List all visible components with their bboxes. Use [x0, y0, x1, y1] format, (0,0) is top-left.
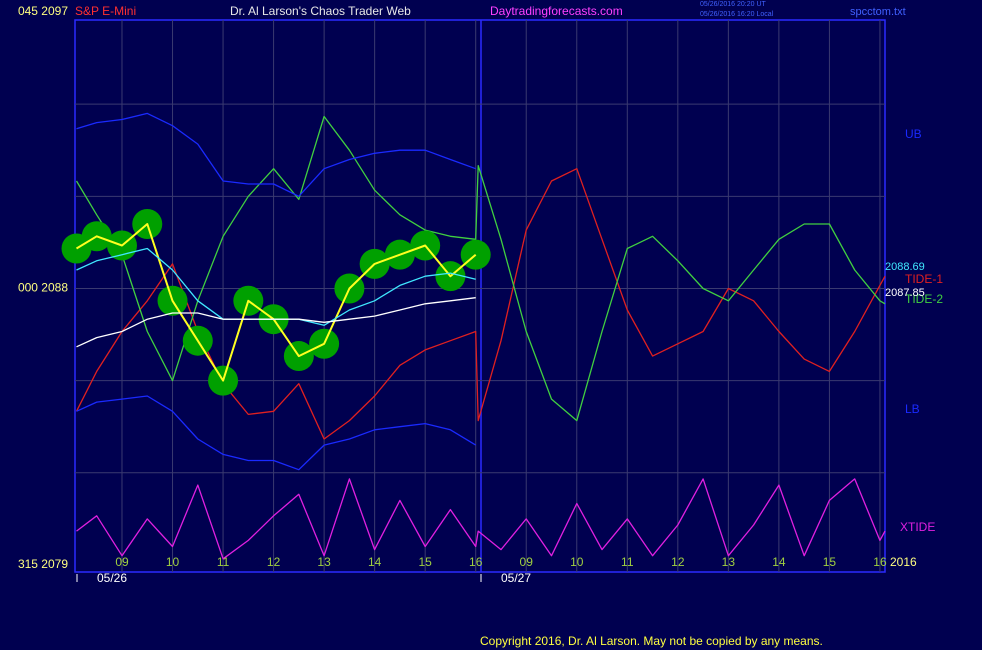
chart-title: Dr. Al Larson's Chaos Trader Web [230, 4, 411, 18]
copyright: Copyright 2016, Dr. Al Larson. May not b… [480, 634, 823, 648]
grid [75, 20, 885, 572]
date-label: 05/27 [501, 571, 531, 585]
last-value-label: 2087.85 [885, 287, 925, 299]
x-tick-label: 14 [368, 555, 382, 569]
x-tick-label: 16 [469, 555, 483, 569]
y-tick-label: 000 2088 [18, 281, 68, 295]
timestamp: 05/26/2016 16:20 Local [700, 11, 774, 18]
y-tick-label: 315 2079 [18, 557, 68, 571]
series-line [76, 478, 886, 560]
x-tick-label: 15 [418, 555, 432, 569]
file-name: spcctom.txt [850, 6, 906, 18]
timestamp: 05/26/2016 20:20 UT [700, 1, 766, 8]
site: Daytradingforecasts.com [490, 4, 623, 18]
series-line [75, 115, 886, 422]
x-tick-label: 10 [166, 555, 180, 569]
x-tick-label: 11 [217, 555, 230, 569]
x-tick-label: 09 [520, 555, 534, 569]
legend-label: TIDE-2 [905, 292, 943, 306]
x-tick-label: 15 [823, 555, 837, 569]
date-label: 05/26 [97, 571, 127, 585]
series-line [76, 395, 477, 471]
price-blob [460, 239, 491, 270]
plot-marks [61, 112, 886, 560]
x-tick-label: 13 [722, 555, 736, 569]
x-tick-label: 12 [267, 555, 281, 569]
series-line [76, 297, 476, 348]
legend-label: XTIDE [900, 520, 935, 534]
symbol: S&P E-Mini [75, 4, 136, 18]
x-tick-label: 14 [772, 555, 786, 569]
y-tick-label: 045 2097 [18, 4, 68, 18]
x-tick-label: 12 [671, 555, 685, 569]
legend-label: TIDE-1 [905, 272, 943, 286]
plot-frame [74, 19, 886, 573]
x-tick-label: 13 [317, 555, 331, 569]
year: 2016 [890, 555, 917, 569]
x-tick-label: 11 [621, 555, 634, 569]
legend-label: UB [905, 127, 922, 141]
x-tick-label: 09 [115, 555, 129, 569]
series-line [76, 112, 476, 197]
last-value-label: 2088.69 [885, 261, 925, 273]
x-tick-label: 10 [570, 555, 584, 569]
x-tick-label: 16 [873, 555, 887, 569]
legend-label: LB [905, 402, 920, 416]
